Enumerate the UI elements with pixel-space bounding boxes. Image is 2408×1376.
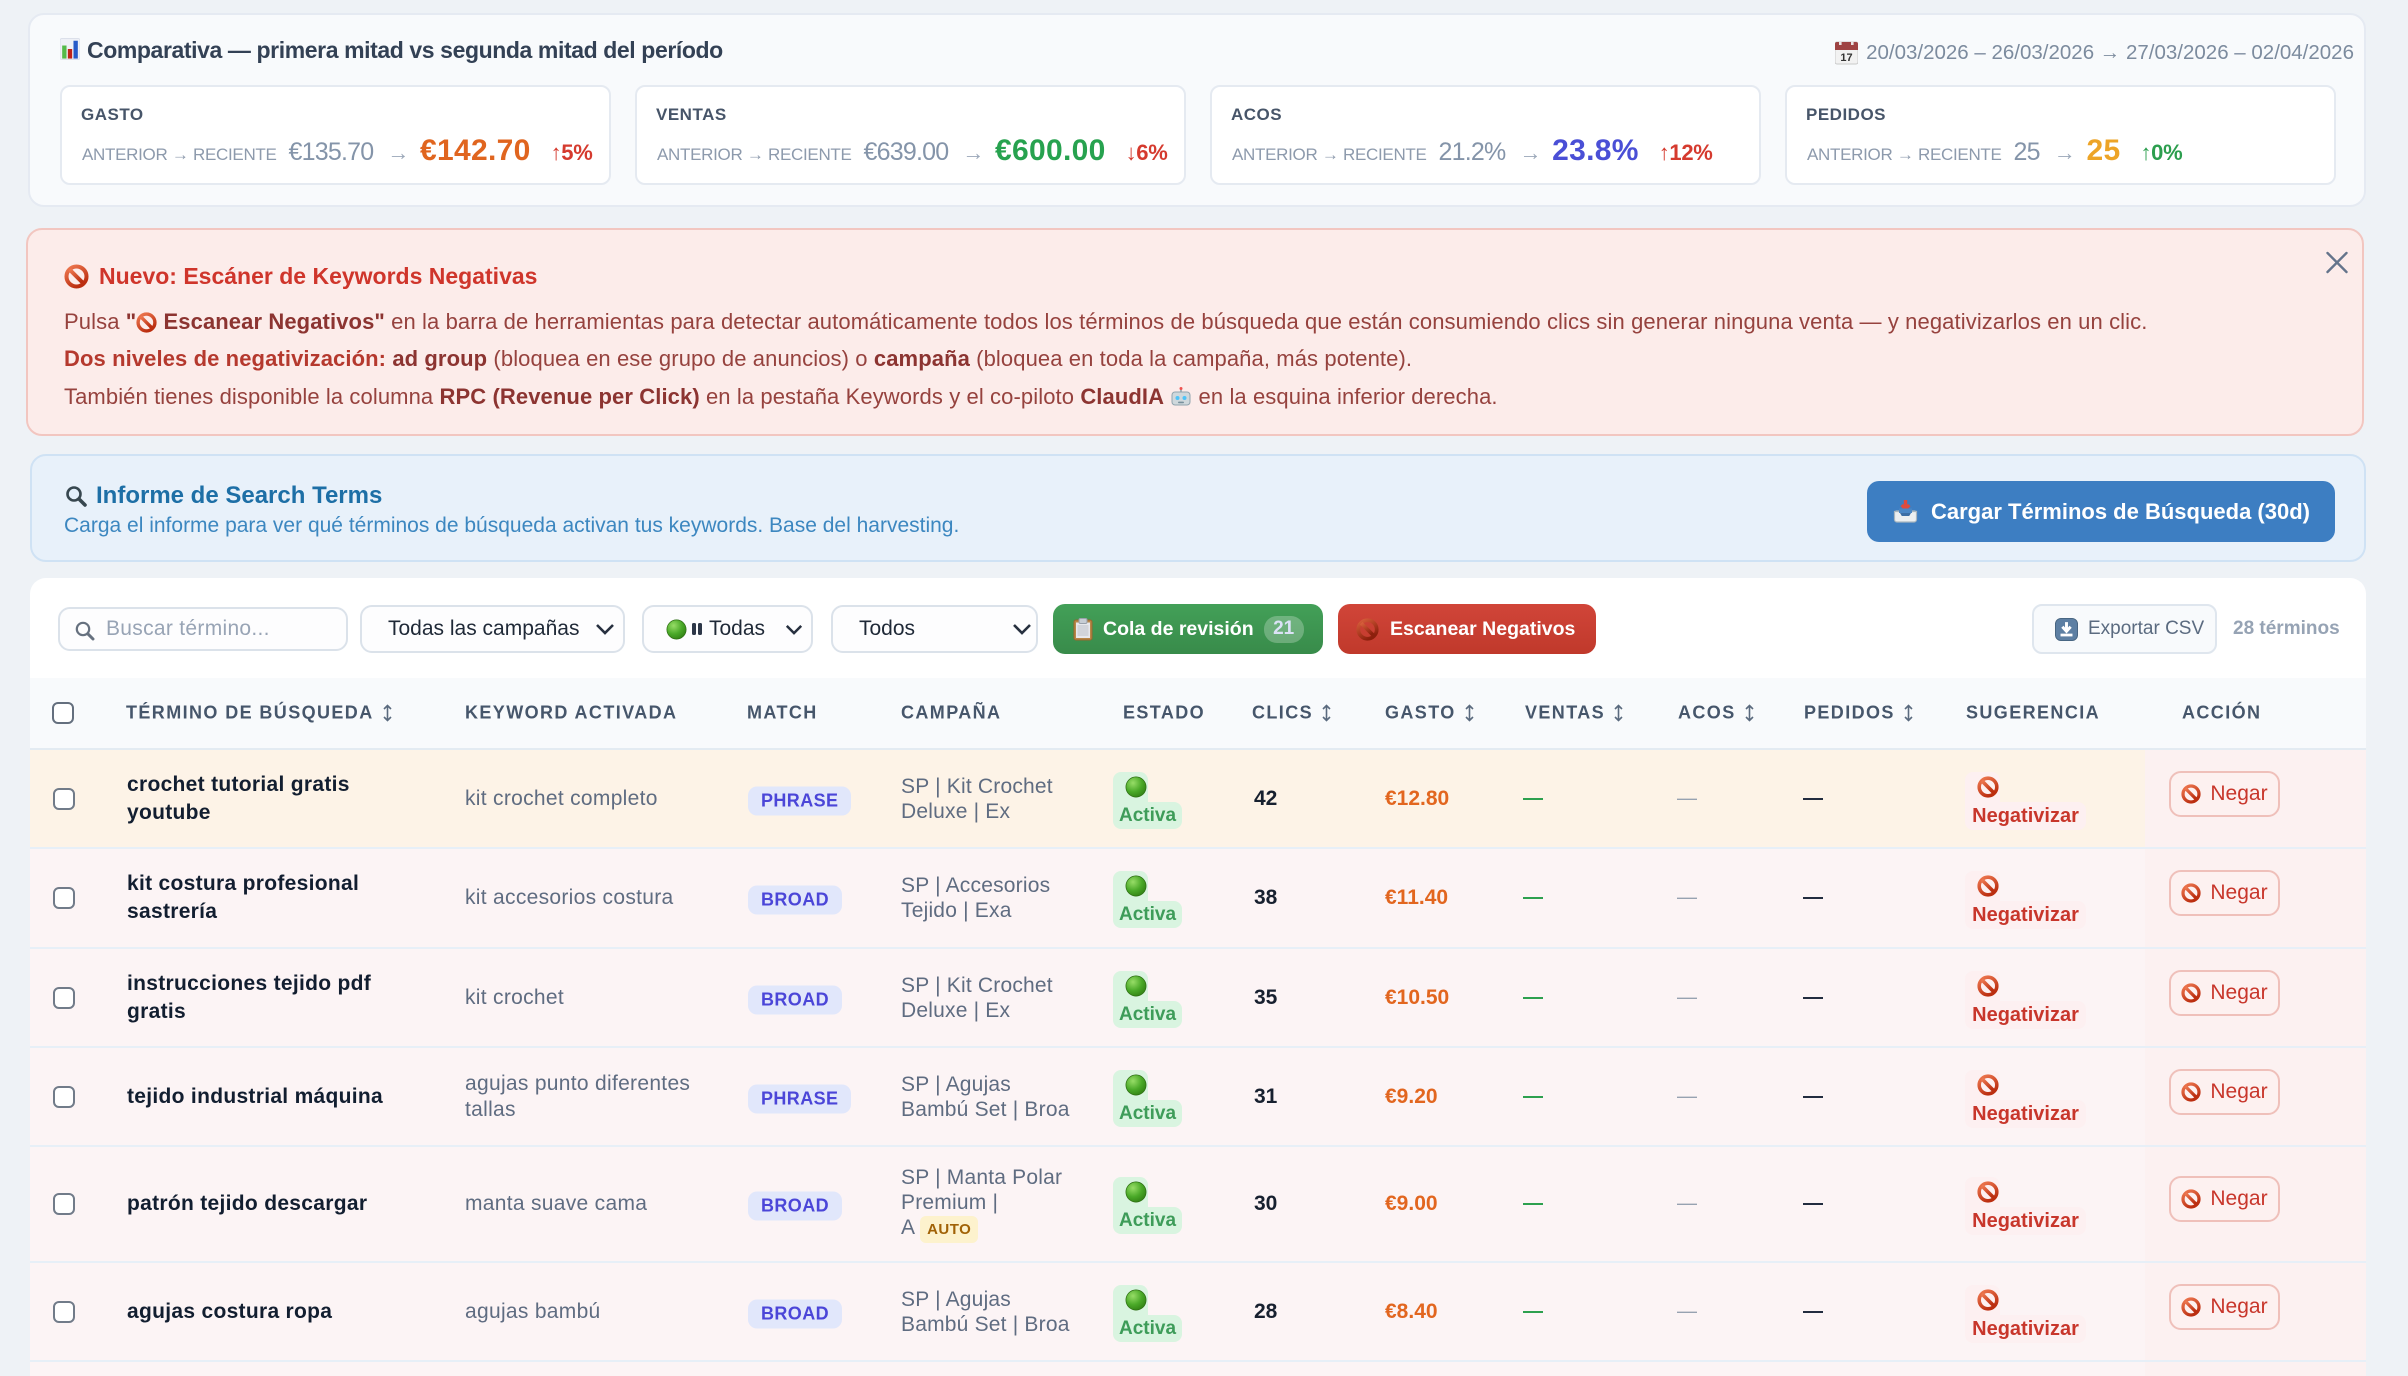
svg-text:17: 17 <box>1840 52 1852 64</box>
